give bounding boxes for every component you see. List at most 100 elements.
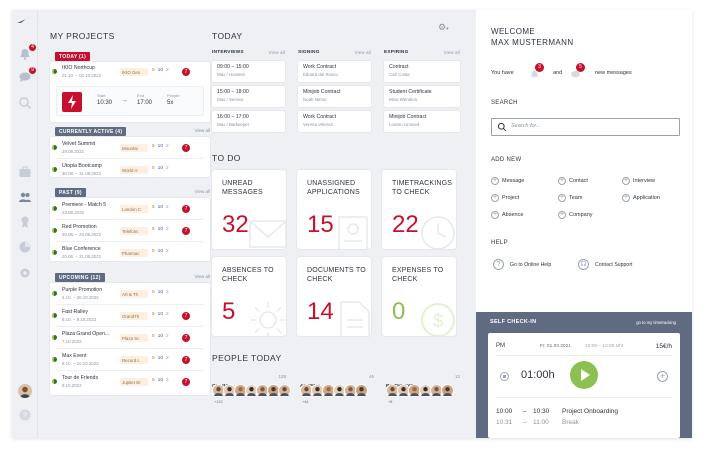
project-row[interactable]: Red Promotion 20.06. – 23.06.2022 Telefonc… [50, 221, 210, 241]
todo-unread-messages[interactable]: UNREAD MESSAGES 32 [212, 170, 286, 249]
messages-icon[interactable]: 5 [570, 63, 585, 78]
row-divider [56, 241, 204, 242]
settings-icon[interactable] [18, 266, 32, 280]
today-tag[interactable]: TODAY (1) [55, 52, 91, 61]
project-dates: 29.08.2022 [62, 149, 84, 154]
search-box[interactable] [491, 118, 680, 136]
expiring-header: EXPIRING View all [384, 50, 460, 55]
avatar[interactable] [386, 384, 399, 397]
user-icon[interactable] [18, 384, 32, 398]
play-button[interactable] [570, 361, 598, 389]
notifications-bell-icon[interactable]: 3 [529, 63, 544, 78]
signing-card[interactable]: Work Contract Verena Veleran [298, 111, 371, 132]
active-tag[interactable]: CURRENTLY ACTIVE (4) [55, 127, 127, 136]
project-row[interactable]: Blue Conference 20.06. – 21.06.2022 Pharma… [50, 243, 210, 263]
todo-expenses[interactable]: EXPENSES TO CHECK 0 $ [382, 257, 456, 336]
people-absent[interactable]: ABSENT 46 +44 [300, 374, 374, 404]
avatar[interactable] [267, 384, 280, 397]
timetracking-link[interactable]: go to my timetracking [636, 320, 676, 325]
project-row[interactable]: Plaza Grand Open... 7.10.2022 Plaza Sc 5 10 2… [50, 328, 210, 348]
row-divider [56, 158, 204, 159]
avatar[interactable] [223, 384, 236, 397]
add-absence[interactable]: + Absence [491, 211, 524, 219]
stop-button[interactable] [500, 372, 509, 381]
avatar[interactable] [256, 384, 269, 397]
status-dot [52, 167, 57, 172]
project-row[interactable]: IKIO Northcup 01.10. – 02.10.2022 IKIO G… [50, 62, 210, 82]
client-chip: IKIO Gen [120, 68, 148, 76]
add-interview[interactable]: + Interview [622, 177, 656, 185]
today-project-card[interactable]: IKIO Northcup 01.10. – 02.10.2022 IKIO G… [50, 62, 210, 122]
project-name: Premiere - Match 5 [62, 202, 107, 208]
count-badge: 7 [182, 356, 190, 364]
people-birthdays[interactable]: BIRTHDAYS 12 +8 [386, 374, 460, 404]
contact-support-link[interactable]: ☊ Contact Support [578, 259, 633, 270]
avatar[interactable] [278, 384, 291, 397]
project-row[interactable]: Max Event 8.10. – 10.10.2022 Record L 5 10 2 7 [50, 350, 210, 370]
question-icon: ? [493, 259, 504, 270]
row-divider [56, 370, 204, 371]
active-view-all[interactable]: View all [194, 128, 210, 133]
upcoming-tag[interactable]: UPCOMING (12) [55, 273, 105, 282]
project-dates: 5.10. – 30.10.2022 [62, 295, 99, 300]
avatar[interactable] [234, 384, 247, 397]
staff-counts: 5 10 2 [152, 166, 169, 171]
todo-absences[interactable]: ABSENCES TO CHECK 5 [212, 257, 286, 336]
settings-gear-icon[interactable]: ⚙▾ [438, 22, 449, 32]
project-row[interactable]: Fast Ralley 8.10. – 8.10.2022 GrandTh 5 10 2 7 [50, 306, 210, 326]
briefcase-icon[interactable] [18, 165, 32, 179]
client-chip: GrandTh [120, 312, 148, 320]
upcoming-view-all[interactable]: View all [194, 274, 210, 279]
logo-icon[interactable] [17, 16, 33, 30]
expiring-card[interactable]: Contract Carl Costa [384, 61, 460, 82]
project-row[interactable]: Purple Promotion 5.10. – 30.10.2022 Art & … [50, 284, 210, 304]
avatar[interactable] [419, 384, 432, 397]
add-application[interactable]: + Application [622, 194, 660, 202]
expiring-view-all[interactable]: View all [443, 50, 460, 55]
search-icon[interactable] [18, 96, 32, 110]
avatar[interactable] [441, 384, 454, 397]
todo-timetrackings[interactable]: TIMETRACKINGS TO CHECK 22 [382, 170, 456, 249]
avatar[interactable] [300, 384, 313, 397]
project-row[interactable]: Utopia Bootcamp 30.08. – 31.08.2022 World … [50, 160, 210, 180]
staff-counts: 5 10 2 [152, 356, 169, 361]
interviews-view-all[interactable]: View all [268, 50, 285, 55]
project-row[interactable]: Velvet Summit 29.08.2022 Mountai 5 10 2 7 [50, 138, 210, 158]
project-row[interactable]: Premiere - Match 5 23.09.2022 London C 5 10 2… [50, 199, 210, 219]
search-input[interactable] [511, 123, 671, 129]
todo-documents[interactable]: DOCUMENTS TO CHECK 14 [297, 257, 371, 336]
help-icon[interactable]: ? [18, 408, 32, 422]
project-dates: 8.10. – 8.10.2022 [62, 317, 97, 322]
signing-view-all[interactable]: View all [354, 50, 371, 55]
bell-icon[interactable]: 4 [18, 44, 36, 61]
add-project[interactable]: + Project [491, 194, 520, 202]
signing-card[interactable]: Minijob Contract Noah Nemo [298, 86, 371, 107]
interview-card[interactable]: 16:00 – 17:00 Max / Barkeeper [212, 111, 285, 132]
avatar[interactable] [408, 384, 421, 397]
chat-icon[interactable]: 9 [18, 67, 36, 84]
people-icon[interactable] [18, 190, 32, 204]
signing-card[interactable]: Work Contract Eduard del Rosso [298, 61, 371, 82]
count-badge: 7 [182, 205, 190, 213]
add-company[interactable]: + Company [558, 211, 593, 219]
online-help-link[interactable]: ? Go to Online Help [493, 259, 551, 270]
add-contact[interactable]: + Contact [558, 177, 588, 185]
interview-card[interactable]: 15:00 – 18:00 Max / Service [212, 86, 285, 107]
play-icon [581, 369, 590, 381]
skill-icon[interactable] [18, 215, 32, 229]
add-message[interactable]: + Message [491, 177, 525, 185]
interview-card[interactable]: 09:00 – 15:00 Max / Hostess [212, 61, 285, 82]
past-tag[interactable]: PAST (9) [55, 188, 86, 197]
staff-counts: 5 10 2 [152, 205, 169, 210]
add-entry-button[interactable]: + [657, 371, 668, 382]
project-row[interactable]: Tour de Friends 9.10.2022 Jupiter Er 5 10 2 7 [50, 372, 210, 392]
chart-icon[interactable] [18, 240, 32, 254]
expiring-card[interactable]: Minijob Contract Lorenn Linseed [384, 111, 460, 132]
entry-label: Break [562, 419, 579, 426]
avatar[interactable] [355, 384, 368, 397]
people-online[interactable]: ONLINE 128 +122 [212, 374, 291, 404]
past-view-all[interactable]: View all [194, 189, 210, 194]
add-team[interactable]: + Team [558, 194, 583, 202]
expiring-card[interactable]: Student Certificate Mina Wenders [384, 86, 460, 107]
todo-unassigned-applications[interactable]: UNASSIGNED APPLICATIONS 15 [297, 170, 371, 249]
